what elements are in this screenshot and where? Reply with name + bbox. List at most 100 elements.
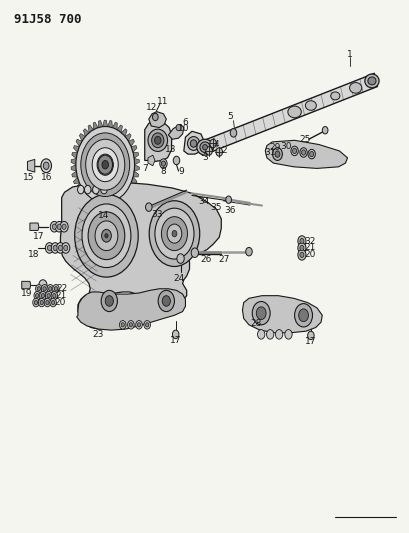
Circle shape (45, 243, 54, 253)
Text: 18: 18 (28, 251, 40, 260)
Text: 34: 34 (198, 197, 209, 206)
Circle shape (46, 301, 49, 305)
Text: 31: 31 (264, 148, 275, 157)
Text: 1: 1 (346, 50, 352, 59)
Circle shape (44, 298, 51, 307)
Circle shape (307, 149, 315, 159)
Circle shape (274, 151, 279, 157)
Text: 11: 11 (156, 96, 168, 106)
Polygon shape (73, 146, 79, 152)
Circle shape (205, 147, 212, 155)
Polygon shape (22, 281, 31, 289)
Polygon shape (144, 120, 171, 161)
Text: 33: 33 (151, 210, 162, 219)
Circle shape (299, 245, 303, 251)
Text: 3: 3 (202, 153, 207, 162)
Polygon shape (112, 200, 117, 207)
Circle shape (41, 159, 52, 173)
Ellipse shape (154, 136, 161, 144)
Circle shape (57, 224, 61, 229)
Circle shape (47, 294, 50, 298)
Text: 17: 17 (169, 336, 181, 345)
Circle shape (50, 298, 56, 307)
Circle shape (105, 296, 113, 306)
Polygon shape (108, 120, 112, 128)
Polygon shape (133, 152, 138, 158)
Circle shape (54, 287, 57, 291)
Text: 20: 20 (54, 298, 65, 307)
Circle shape (230, 128, 236, 137)
Polygon shape (148, 112, 166, 127)
Circle shape (101, 290, 117, 312)
Circle shape (47, 285, 54, 293)
Polygon shape (117, 125, 122, 133)
Circle shape (297, 236, 305, 246)
Polygon shape (98, 120, 103, 128)
Circle shape (98, 155, 112, 174)
Polygon shape (73, 177, 79, 184)
Ellipse shape (187, 136, 199, 150)
Text: 6: 6 (182, 118, 188, 127)
Circle shape (129, 322, 132, 327)
Circle shape (34, 301, 38, 305)
Text: 28: 28 (249, 319, 261, 328)
Circle shape (290, 146, 297, 156)
Circle shape (92, 148, 118, 182)
Circle shape (225, 196, 231, 204)
Polygon shape (183, 131, 204, 154)
Ellipse shape (287, 106, 301, 118)
Circle shape (97, 154, 113, 175)
Polygon shape (88, 125, 93, 133)
Polygon shape (128, 183, 134, 190)
Circle shape (51, 292, 57, 300)
Polygon shape (72, 152, 77, 158)
Text: 22: 22 (57, 284, 68, 293)
Circle shape (43, 287, 46, 291)
Text: 35: 35 (210, 203, 222, 212)
Polygon shape (134, 165, 139, 171)
Polygon shape (134, 158, 139, 165)
Polygon shape (83, 193, 89, 200)
Circle shape (34, 292, 40, 300)
Circle shape (102, 160, 108, 169)
Circle shape (53, 285, 59, 293)
Text: 29: 29 (269, 143, 280, 152)
Text: 36: 36 (224, 206, 236, 215)
Text: 17: 17 (33, 232, 45, 241)
Polygon shape (76, 139, 82, 147)
Text: 30: 30 (280, 142, 292, 151)
Circle shape (256, 307, 265, 319)
Polygon shape (83, 129, 89, 136)
Polygon shape (265, 140, 347, 168)
Polygon shape (242, 296, 321, 333)
Circle shape (292, 148, 296, 154)
Polygon shape (128, 139, 134, 147)
Text: 12: 12 (146, 103, 157, 112)
Circle shape (88, 212, 124, 260)
Ellipse shape (196, 139, 213, 155)
Circle shape (41, 294, 45, 298)
Polygon shape (71, 165, 76, 171)
Circle shape (50, 221, 58, 232)
Polygon shape (72, 171, 77, 177)
Ellipse shape (190, 140, 196, 147)
Polygon shape (60, 183, 221, 329)
Polygon shape (30, 223, 39, 230)
Circle shape (160, 159, 167, 168)
Circle shape (209, 139, 216, 148)
Polygon shape (71, 158, 76, 165)
Circle shape (38, 298, 45, 307)
Ellipse shape (148, 129, 167, 151)
Circle shape (297, 249, 305, 260)
Text: 21: 21 (303, 244, 315, 253)
Circle shape (216, 148, 222, 156)
Circle shape (105, 233, 108, 238)
Polygon shape (131, 177, 137, 184)
Circle shape (82, 204, 130, 268)
Circle shape (40, 301, 43, 305)
Circle shape (56, 243, 64, 253)
Polygon shape (103, 120, 108, 127)
Polygon shape (117, 197, 122, 205)
Circle shape (81, 133, 129, 197)
Circle shape (275, 329, 282, 339)
